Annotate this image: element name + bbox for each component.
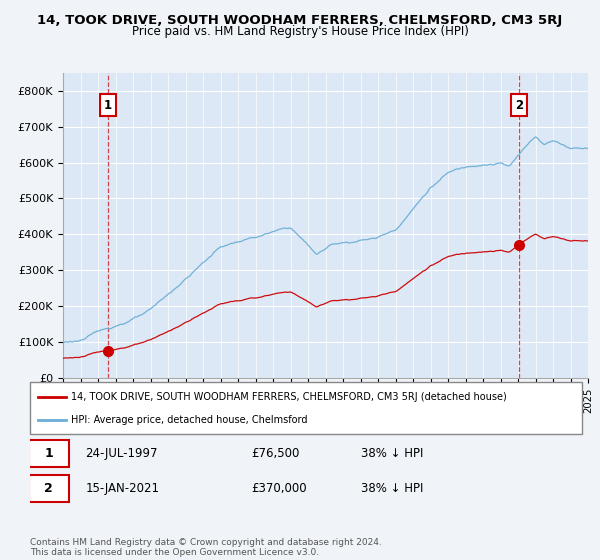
FancyBboxPatch shape bbox=[30, 382, 582, 434]
Text: 14, TOOK DRIVE, SOUTH WOODHAM FERRERS, CHELMSFORD, CM3 5RJ (detached house): 14, TOOK DRIVE, SOUTH WOODHAM FERRERS, C… bbox=[71, 392, 507, 402]
Text: 1: 1 bbox=[104, 99, 112, 111]
Text: 2: 2 bbox=[44, 482, 53, 494]
Text: 38% ↓ HPI: 38% ↓ HPI bbox=[361, 482, 424, 494]
Text: Price paid vs. HM Land Registry's House Price Index (HPI): Price paid vs. HM Land Registry's House … bbox=[131, 25, 469, 38]
Text: 15-JAN-2021: 15-JAN-2021 bbox=[85, 482, 159, 494]
FancyBboxPatch shape bbox=[29, 475, 68, 502]
Text: 2: 2 bbox=[515, 99, 523, 111]
Text: £76,500: £76,500 bbox=[251, 447, 299, 460]
FancyBboxPatch shape bbox=[29, 440, 68, 467]
Text: Contains HM Land Registry data © Crown copyright and database right 2024.
This d: Contains HM Land Registry data © Crown c… bbox=[30, 538, 382, 557]
Text: £370,000: £370,000 bbox=[251, 482, 307, 494]
Text: 1: 1 bbox=[44, 447, 53, 460]
Text: HPI: Average price, detached house, Chelmsford: HPI: Average price, detached house, Chel… bbox=[71, 414, 308, 424]
Text: 24-JUL-1997: 24-JUL-1997 bbox=[85, 447, 158, 460]
Text: 14, TOOK DRIVE, SOUTH WOODHAM FERRERS, CHELMSFORD, CM3 5RJ: 14, TOOK DRIVE, SOUTH WOODHAM FERRERS, C… bbox=[37, 14, 563, 27]
Text: 38% ↓ HPI: 38% ↓ HPI bbox=[361, 447, 424, 460]
